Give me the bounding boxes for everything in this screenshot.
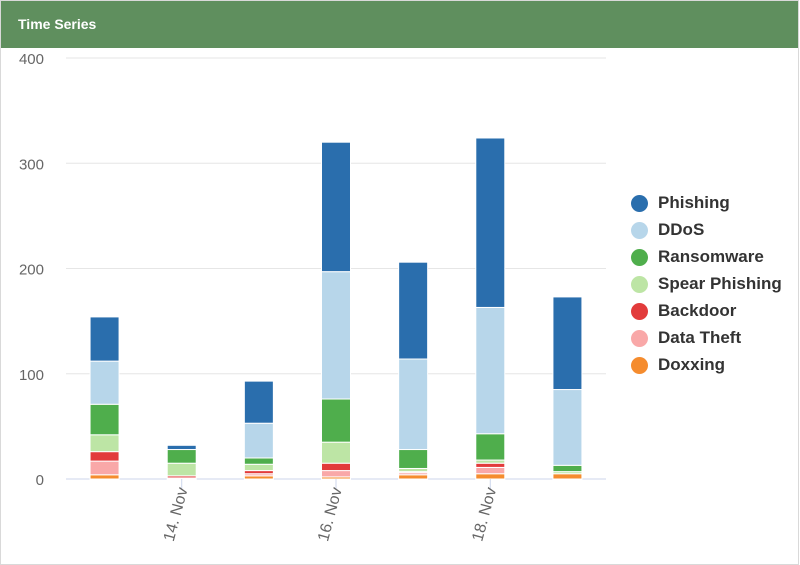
legend-label: Doxxing (658, 355, 726, 374)
bar-segment (321, 462, 351, 472)
x-tick-label: 16. Nov (315, 486, 346, 544)
bar-segment (475, 433, 506, 461)
bar-segment (552, 389, 583, 466)
bar-segment (321, 398, 351, 443)
y-tick-label: 100 (19, 367, 44, 384)
legend-label: Phishing (658, 193, 730, 212)
panel-title: Time Series (18, 16, 97, 32)
bar-segment (89, 474, 120, 480)
bar-segment (89, 460, 120, 476)
bar-segment (398, 358, 429, 451)
bar-segment (321, 441, 351, 464)
bar-segment (89, 360, 120, 405)
bar-segment (475, 466, 506, 475)
bar-segment (398, 474, 429, 480)
legend-swatch-icon (631, 249, 648, 266)
bar-segment (475, 306, 506, 435)
bar-segment (321, 271, 351, 400)
legend-label: Backdoor (658, 301, 737, 320)
y-tick-label: 300 (19, 156, 44, 173)
bar-segment (552, 473, 583, 480)
bar-segment (243, 457, 274, 465)
bar-segment (166, 449, 197, 464)
bar-segment (166, 444, 197, 451)
bar-segment (89, 434, 120, 453)
legend-swatch-icon (631, 276, 648, 293)
bar-segment (398, 449, 429, 469)
bar-segment (552, 464, 583, 473)
legend-swatch-icon (631, 330, 648, 347)
y-tick-label: 400 (19, 51, 44, 68)
x-tick-label: 18. Nov (469, 486, 500, 544)
bar-segment (475, 462, 506, 468)
bar-segment (89, 316, 120, 362)
bar-segment (321, 141, 351, 273)
bar-segment (243, 380, 274, 424)
bar-segment (89, 451, 120, 462)
legend-swatch-icon (631, 222, 648, 239)
bar-segment (552, 296, 583, 391)
bar-segment (475, 473, 506, 480)
legend-label: Ransomware (658, 247, 764, 266)
bar-segment (398, 261, 429, 360)
legend-label: DDoS (658, 220, 705, 239)
legend-label: Data Theft (658, 328, 742, 347)
bar-segment (321, 470, 351, 478)
bar-segment (243, 422, 274, 459)
legend-swatch-icon (631, 303, 648, 320)
legend-swatch-icon (631, 195, 648, 212)
bar-segment (475, 137, 506, 308)
legend-swatch-icon (631, 357, 648, 374)
y-tick-label: 200 (19, 262, 44, 279)
bar-segment (243, 463, 274, 472)
legend-label: Spear Phishing (658, 274, 782, 293)
bar-segment (89, 403, 120, 436)
x-tick-label: 14. Nov (161, 486, 192, 544)
bar-segment (166, 462, 197, 477)
panel-header: Time Series (1, 1, 798, 48)
y-tick-label: 0 (36, 472, 44, 489)
